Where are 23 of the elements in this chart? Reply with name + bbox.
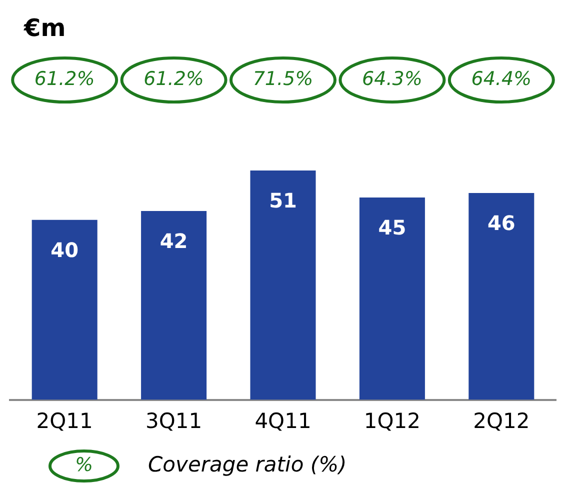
x-tick-label: 3Q11: [145, 408, 202, 433]
text: 61.2%: [144, 68, 204, 90]
text: 71.5%: [252, 68, 314, 90]
x-tick-label: 2Q11: [36, 408, 93, 433]
data-label: 51: [269, 188, 297, 213]
data-label: 42: [160, 229, 188, 254]
bar: [141, 210, 207, 400]
text: %: [74, 454, 94, 476]
data-label: 46: [487, 211, 516, 236]
text: Coverage ratio (%): [148, 452, 347, 476]
bar: [359, 197, 425, 400]
x-tick-label: 1Q12: [364, 408, 421, 433]
x-tick-label: 2Q12: [473, 408, 530, 433]
bar: [468, 192, 534, 400]
text: 64.4%: [471, 68, 532, 90]
data-label: 40: [50, 238, 79, 262]
bar: [250, 170, 316, 400]
bar: [32, 220, 98, 400]
text: 64.3%: [362, 68, 422, 90]
text: €m: [23, 14, 66, 42]
data-label: 45: [378, 216, 406, 240]
text: 61.2%: [34, 68, 95, 90]
x-tick-label: 4Q11: [254, 408, 312, 433]
